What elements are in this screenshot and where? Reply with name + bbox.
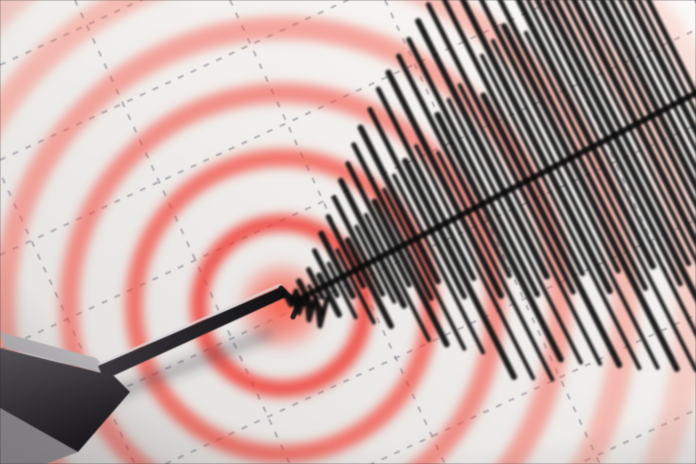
seismograph-scene xyxy=(0,0,696,464)
photo-vignette xyxy=(0,0,696,464)
seismograph-photo xyxy=(0,0,696,464)
